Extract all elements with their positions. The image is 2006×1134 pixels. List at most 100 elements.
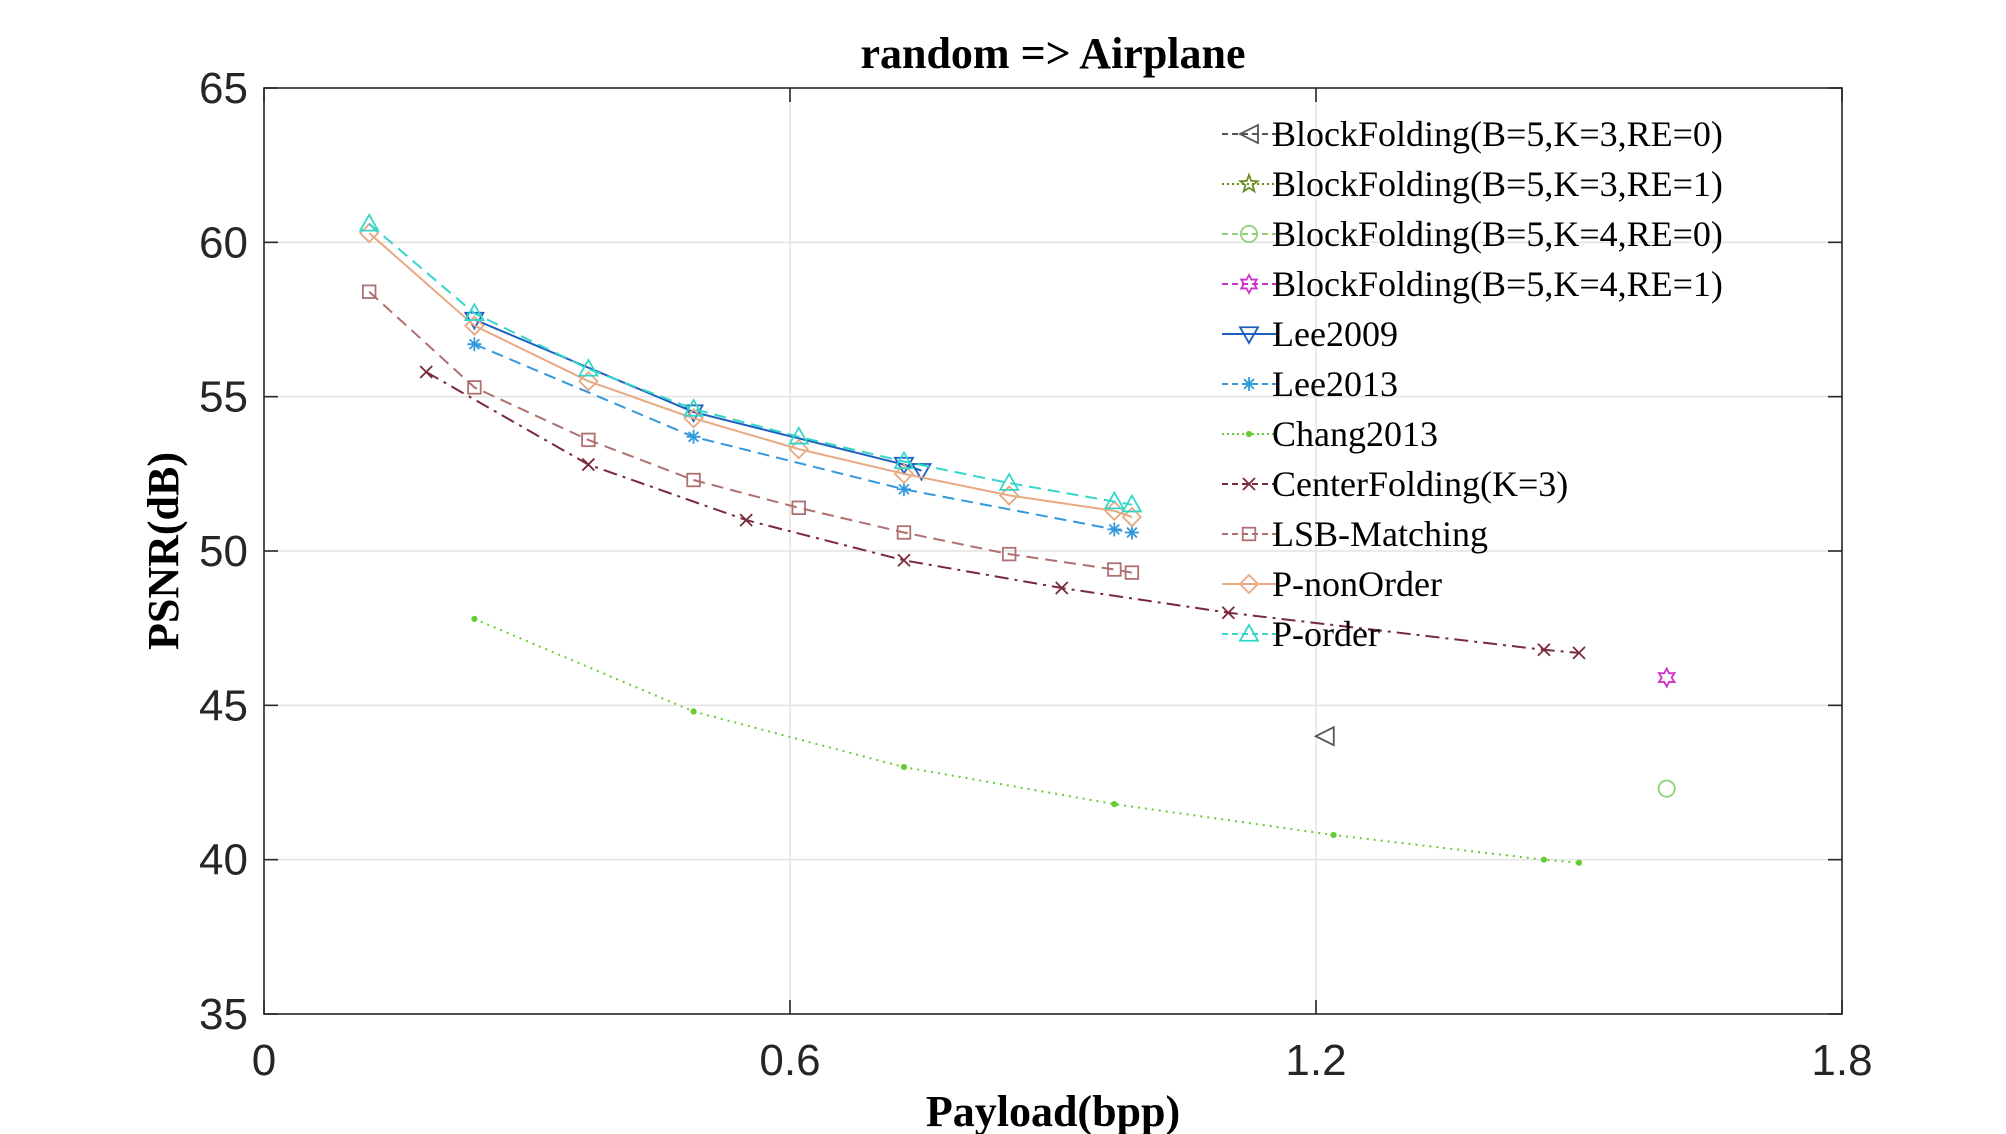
- data-point: [998, 485, 1020, 506]
- data-point: [1540, 856, 1548, 863]
- y-tick-label: 60: [199, 218, 248, 267]
- x-axis-label: Payload(bpp): [926, 1087, 1180, 1134]
- legend-item: Lee2013: [1222, 364, 1398, 404]
- axis-ticks: 0 0.6 1.2 1.8 35 40 45 50 55 60 65: [199, 64, 1873, 1085]
- data-point: [893, 463, 915, 485]
- data-point: [361, 284, 377, 299]
- y-tick-label: 65: [199, 64, 248, 113]
- data-point: [464, 315, 485, 336]
- data-point: [683, 398, 705, 417]
- data-point: [581, 457, 596, 472]
- legend-item: BlockFolding(B=5,K=3,RE=1): [1222, 164, 1723, 204]
- x-tick-label: 0.6: [759, 1036, 820, 1085]
- data-point: [1313, 725, 1335, 747]
- legend-marker: [1242, 477, 1256, 491]
- data-point: [690, 708, 697, 715]
- data-point: [788, 438, 810, 460]
- legend-item: BlockFolding(B=5,K=4,RE=0): [1222, 214, 1723, 254]
- x-tick-label: 1.8: [1811, 1036, 1872, 1085]
- series-0: [1313, 725, 1335, 747]
- legend-label: BlockFolding(B=5,K=3,RE=1): [1272, 164, 1723, 204]
- data-point: [467, 337, 482, 352]
- chart-title: random => Airplane: [860, 29, 1245, 78]
- series-8: [361, 284, 1140, 580]
- data-point: [1001, 546, 1017, 562]
- legend-label: Lee2009: [1272, 314, 1398, 354]
- data-point: [1121, 506, 1143, 528]
- legend-label: Chang2013: [1272, 414, 1438, 454]
- series-2: [1657, 779, 1676, 798]
- data-point: [581, 432, 596, 448]
- legend-item: Lee2009: [1222, 314, 1398, 354]
- data-point: [578, 370, 599, 392]
- data-point: [1657, 666, 1677, 689]
- legend-marker: [1242, 377, 1256, 391]
- legend-marker: [1241, 526, 1257, 542]
- legend-item: P-order: [1222, 614, 1380, 654]
- legend-marker: [1237, 123, 1259, 145]
- series-5: [467, 337, 1139, 540]
- data-point: [358, 212, 380, 232]
- legend-item: P-nonOrder: [1222, 564, 1442, 604]
- legend-marker: [1238, 326, 1260, 345]
- legend-label: P-order: [1272, 614, 1380, 654]
- legend-item: Chang2013: [1222, 414, 1438, 454]
- series-6: [471, 615, 1583, 866]
- series-10: [358, 212, 1143, 513]
- data-point: [467, 380, 482, 395]
- x-tick-label: 1.2: [1285, 1036, 1346, 1085]
- series-line: [368, 223, 1133, 506]
- data-point: [788, 425, 810, 445]
- legend-marker: [1237, 172, 1261, 194]
- data-point: [1657, 779, 1676, 798]
- data-point: [577, 358, 599, 377]
- legend-marker: [1239, 273, 1259, 295]
- data-point: [893, 450, 915, 470]
- legend-item: CenterFolding(K=3): [1222, 464, 1568, 504]
- legend-item: LSB-Matching: [1222, 514, 1488, 554]
- legend-marker: [1238, 573, 1260, 595]
- y-tick-label: 55: [199, 373, 248, 422]
- data-point: [998, 472, 1020, 491]
- data-point: [686, 472, 701, 488]
- legend-item: BlockFolding(B=5,K=4,RE=1): [1222, 264, 1723, 304]
- series-7: [419, 365, 1586, 660]
- data-point: [1572, 646, 1586, 660]
- data-point: [897, 553, 911, 567]
- data-point: [896, 525, 912, 540]
- y-tick-label: 40: [199, 836, 248, 885]
- data-point: [1055, 581, 1069, 595]
- legend-label: BlockFolding(B=5,K=4,RE=0): [1272, 214, 1723, 254]
- data-point: [463, 302, 485, 321]
- legend-label: Lee2013: [1272, 364, 1398, 404]
- data-point: [1221, 606, 1235, 620]
- series-layer: [358, 212, 1677, 866]
- series-3: [1657, 666, 1677, 689]
- data-point: [1103, 490, 1125, 510]
- legend-label: CenterFolding(K=3): [1272, 464, 1568, 504]
- y-tick-label: 35: [199, 990, 248, 1039]
- y-axis-label: PSNR(dB): [139, 452, 188, 650]
- data-point: [791, 500, 806, 515]
- y-tick-label: 45: [199, 681, 248, 730]
- data-point: [471, 615, 478, 623]
- legend-label: BlockFolding(B=5,K=4,RE=1): [1272, 264, 1723, 304]
- data-point: [1107, 562, 1122, 577]
- data-point: [1107, 522, 1122, 537]
- data-point: [1330, 831, 1337, 839]
- legend-label: BlockFolding(B=5,K=3,RE=0): [1272, 114, 1723, 154]
- legend-label: P-nonOrder: [1272, 564, 1442, 604]
- data-point: [419, 365, 433, 379]
- x-tick-label: 0: [252, 1036, 276, 1085]
- data-point: [896, 482, 911, 497]
- data-point: [910, 463, 933, 482]
- data-point: [1124, 565, 1140, 580]
- legend-marker: [1240, 224, 1259, 243]
- legend: BlockFolding(B=5,K=3,RE=0) BlockFolding(B…: [1222, 114, 1723, 654]
- legend-marker: [1245, 430, 1253, 438]
- data-point: [1537, 643, 1551, 657]
- data-point: [739, 513, 753, 527]
- series-line: [368, 232, 1133, 518]
- data-point: [893, 456, 915, 476]
